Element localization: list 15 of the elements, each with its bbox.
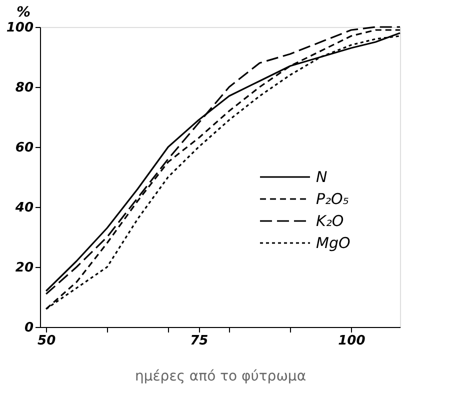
legend-label: K₂O bbox=[316, 212, 344, 230]
legend-label: N bbox=[316, 168, 328, 186]
y-tick-label: 20 bbox=[15, 260, 34, 276]
y-tick-label: 60 bbox=[15, 140, 34, 156]
y-tick-label: 0 bbox=[24, 320, 34, 336]
y-tick-label: 100 bbox=[6, 20, 34, 36]
legend-label: MgO bbox=[316, 234, 350, 252]
x-tick-label: 100 bbox=[338, 334, 366, 348]
x-tick-label: 75 bbox=[190, 334, 208, 348]
x-tick-label: 50 bbox=[38, 334, 56, 348]
y-tick-label: 40 bbox=[14, 200, 34, 216]
legend-label: P₂O₅ bbox=[316, 190, 349, 208]
y-axis-title: % bbox=[16, 4, 30, 20]
x-axis-title: ημέρες από το φύτρωμα bbox=[134, 368, 306, 384]
y-tick-label: 80 bbox=[15, 80, 34, 96]
